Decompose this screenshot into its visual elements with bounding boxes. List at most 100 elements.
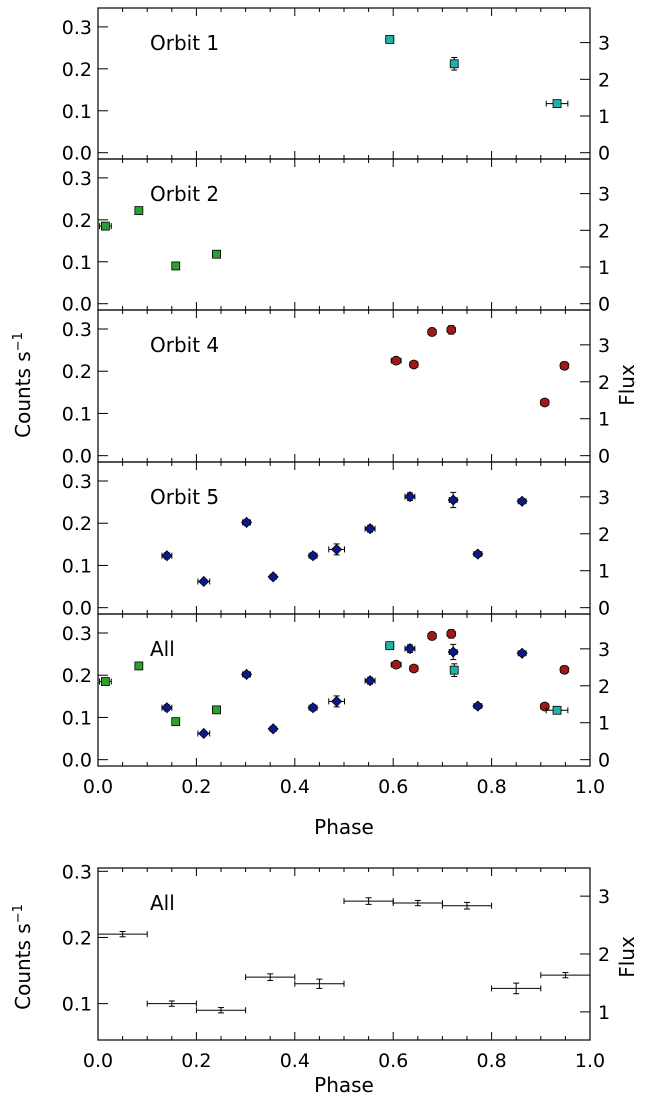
- x-tick-label: 0.6: [378, 1050, 408, 1072]
- data-point: [559, 664, 570, 675]
- marker-square: [385, 641, 395, 651]
- flux-tick-label: 2: [598, 220, 610, 242]
- flux-tick-label: 0: [598, 598, 610, 620]
- marker-circle: [391, 355, 402, 366]
- data-point: [446, 628, 457, 639]
- data-point: [212, 705, 222, 715]
- marker-diamond: [267, 723, 279, 735]
- panel-label: All: [150, 891, 175, 915]
- data-point: [545, 705, 569, 715]
- marker-diamond: [307, 550, 319, 562]
- data-point: [539, 397, 550, 408]
- data-point: [427, 631, 437, 641]
- data-point: [267, 571, 279, 583]
- marker-circle: [559, 664, 570, 675]
- y-tick-label: 0.3: [62, 471, 92, 493]
- marker-diamond: [472, 700, 484, 712]
- x-tick-label: 0.0: [83, 1050, 113, 1072]
- data-point: [267, 723, 279, 735]
- data-point: [441, 901, 493, 910]
- data-point: [171, 261, 181, 271]
- y-tick-label: 0.3: [62, 17, 92, 39]
- marker-diamond: [198, 575, 210, 588]
- x-tick-label: 0.0: [83, 776, 113, 798]
- marker-diamond: [364, 675, 376, 687]
- y-tick-label: 0.1: [62, 101, 92, 123]
- y-tick-label: 0.0: [62, 446, 92, 468]
- y-tick-label: 0.1: [62, 403, 92, 425]
- y-tick-label: 0.2: [62, 361, 92, 383]
- y-tick-label: 0.2: [62, 927, 92, 949]
- marker-circle: [391, 659, 402, 670]
- data-point: [212, 249, 222, 259]
- data-point: [427, 327, 437, 337]
- flux-tick-label: 0: [598, 446, 610, 468]
- marker-square: [212, 705, 221, 715]
- data-point: [98, 677, 112, 686]
- marker-diamond: [331, 543, 343, 555]
- data-point: [134, 206, 144, 215]
- panel-4: 0.0 0.1 0.2 0.3 0 1 2 3 Orbit 5: [62, 461, 610, 620]
- panel-label: Orbit 1: [150, 31, 219, 55]
- bottom-y-axis-label-flux: Flux: [615, 936, 639, 978]
- data-point: [98, 221, 112, 231]
- y-tick-label: 0.1: [62, 994, 92, 1016]
- y-tick-label: 0.2: [62, 665, 92, 687]
- x-tick-label: 0.8: [476, 776, 506, 798]
- marker-square: [552, 705, 562, 715]
- data-point: [392, 899, 443, 907]
- data-point: [516, 495, 528, 507]
- marker-diamond: [404, 643, 416, 655]
- data-point: [161, 550, 173, 562]
- x-tick-label: 1.0: [575, 1050, 605, 1072]
- data-point: [241, 668, 253, 680]
- data-point: [540, 972, 591, 979]
- marker-square: [171, 261, 181, 271]
- flux-tick-label: 2: [598, 524, 610, 546]
- data-point: [195, 1007, 247, 1014]
- data-point: [241, 516, 253, 528]
- data-point: [364, 523, 376, 535]
- marker-circle: [559, 360, 570, 371]
- flux-tick-label: 3: [598, 184, 610, 206]
- flux-tick-label: 1: [598, 713, 610, 735]
- panel-2: 0.0 0.1 0.2 0.3 0 1 2 3 Orbit 2: [62, 158, 610, 316]
- marker-diamond: [404, 491, 416, 503]
- y-axis-label-counts-text: Counts s: [11, 351, 35, 438]
- y-tick-label: 0.2: [62, 210, 92, 232]
- marker-square: [100, 677, 110, 686]
- x-tick-label: 1.0: [575, 776, 605, 798]
- data-point: [364, 675, 376, 687]
- panels-layer: 0.0 0.1 0.2 0.3 0 1 2 3 Orbit 1 0.0 0.1 0.2 0.3 0 1 2 3 O…: [62, 7, 610, 1072]
- data-point: [408, 359, 419, 370]
- flux-tick-label: 0: [598, 750, 610, 772]
- marker-square: [449, 59, 459, 69]
- y-tick-label: 0.1: [62, 252, 92, 274]
- bottom-y-axis-label-counts: Counts s−1: [11, 904, 35, 1010]
- flux-tick-label: 1: [598, 106, 610, 128]
- bottom-y-axis-label-counts-text: Counts s: [11, 923, 35, 1010]
- data-point: [390, 659, 402, 670]
- flux-tick-label: 3: [598, 335, 610, 357]
- data-point: [171, 717, 181, 727]
- x-tick-label: 0.4: [280, 776, 310, 798]
- data-point: [307, 702, 319, 714]
- data-point: [390, 355, 402, 366]
- y-tick-label: 0.2: [62, 513, 92, 535]
- data-point: [408, 663, 419, 674]
- data-point: [134, 661, 144, 671]
- data-point: [385, 35, 395, 44]
- data-point: [197, 727, 211, 740]
- flux-tick-label: 2: [598, 372, 610, 394]
- marker-square: [552, 99, 562, 109]
- flux-tick-label: 1: [598, 1002, 610, 1024]
- panel-label: All: [150, 637, 175, 661]
- y-tick-label: 0.3: [62, 319, 92, 341]
- data-point: [294, 978, 345, 989]
- marker-diamond: [447, 646, 459, 658]
- panel-6: 0.1 0.2 0.3 1 2 3 0.0 0.2 0.4 0.6 0.8 1.0 All: [62, 861, 610, 1072]
- y-tick-label: 0.1: [62, 555, 92, 577]
- y-axis-label-counts-exponent: −1: [11, 332, 26, 351]
- marker-circle: [446, 324, 457, 335]
- marker-circle: [539, 397, 550, 408]
